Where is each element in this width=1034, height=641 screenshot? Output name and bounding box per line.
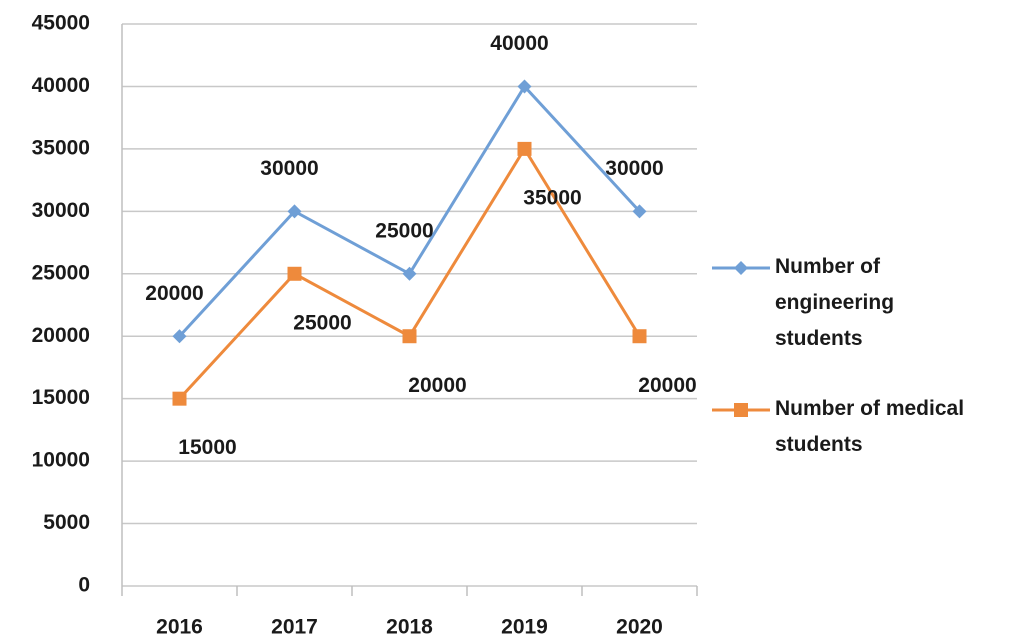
marker	[287, 204, 302, 219]
data-label: 35000	[523, 186, 581, 209]
data-label: 20000	[638, 374, 696, 397]
marker	[402, 329, 417, 344]
data-label: 40000	[490, 32, 548, 55]
y-tick-label: 25000	[32, 261, 90, 284]
legend-marker	[734, 261, 748, 275]
y-tick-label: 5000	[43, 511, 90, 534]
data-label: 20000	[145, 282, 203, 305]
marker	[632, 329, 647, 344]
y-tick-label: 40000	[32, 74, 90, 97]
y-tick-label: 10000	[32, 449, 90, 472]
data-label: 30000	[605, 157, 663, 180]
data-label: 25000	[375, 219, 433, 242]
y-tick-label: 0	[78, 574, 90, 597]
marker	[172, 391, 187, 406]
legend-label: Number of engineering students	[775, 255, 895, 350]
x-tick-label: 2017	[271, 616, 318, 639]
x-tick-label: 2019	[501, 616, 548, 639]
y-tick-label: 30000	[32, 199, 90, 222]
marker	[402, 266, 417, 281]
data-label: 25000	[293, 311, 351, 334]
x-tick-label: 2018	[386, 616, 433, 639]
marker	[632, 204, 647, 219]
data-label: 30000	[260, 157, 318, 180]
legend-marker	[734, 403, 748, 417]
y-tick-label: 35000	[32, 136, 90, 159]
data-label: 15000	[178, 436, 236, 459]
data-label: 20000	[408, 374, 466, 397]
x-tick-label: 2020	[616, 616, 663, 639]
y-tick-label: 20000	[32, 324, 90, 347]
y-tick-label: 45000	[32, 12, 90, 35]
x-tick-label: 2016	[156, 616, 203, 639]
marker	[517, 79, 532, 94]
y-tick-label: 15000	[32, 386, 90, 409]
legend-label: Number of medical students	[775, 397, 965, 456]
marker	[517, 141, 532, 156]
marker	[172, 329, 187, 344]
marker	[287, 266, 302, 281]
